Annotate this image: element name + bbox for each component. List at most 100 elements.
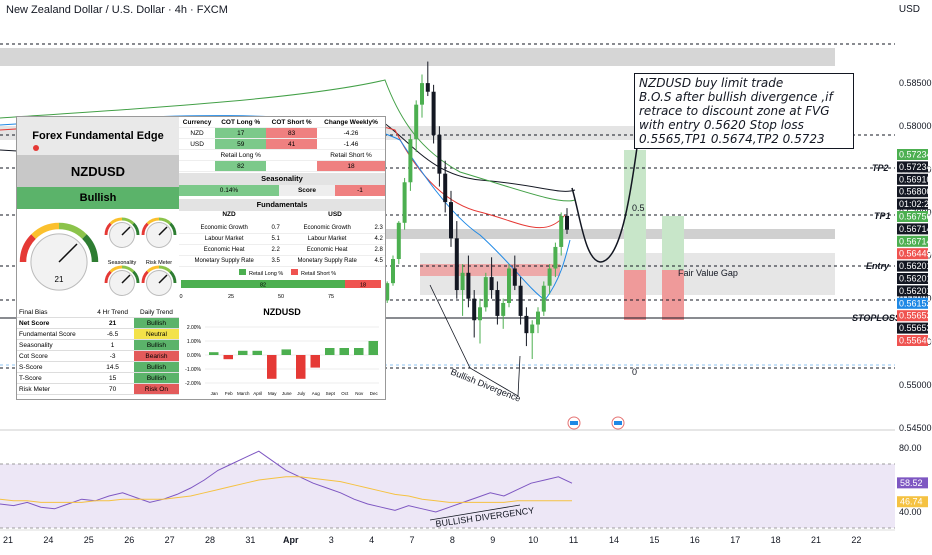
candle-body: [483, 277, 488, 308]
fund-header-nzd: NZD: [222, 211, 236, 218]
price-badge-text: 0.56756: [899, 212, 932, 222]
gauge-arc: [58, 222, 87, 239]
gauge-arc: [104, 222, 112, 236]
season-y-tick: -1.00%: [185, 367, 201, 373]
trade-annotation[interactable]: NZDUSD buy limit trade B.O.S after bullis…: [634, 73, 854, 149]
price-badge-text: 0.57234: [899, 150, 932, 160]
gauge-arc: [169, 222, 177, 236]
rsi-divergence-line: [429, 504, 521, 521]
season-x-tick: Aug: [312, 391, 321, 396]
gauge-arc: [19, 234, 36, 263]
price-badge-text: 0.55653: [899, 323, 932, 333]
gauge-arc: [109, 217, 123, 225]
score-row-cell: Risk Meter: [17, 383, 92, 395]
score-row: T-Score 15 Bullish: [17, 372, 179, 384]
price-badge: [897, 173, 928, 185]
fundamental-row: Economic Heat 2.2 Economic Heat 2.8: [179, 244, 385, 256]
score-row-cell: -3: [91, 350, 134, 362]
legend-short: Retail Short %: [301, 271, 336, 277]
score-row-cell: -6.5: [91, 328, 134, 340]
score-row-cell: Cot Score: [17, 350, 92, 362]
score-row-cell: Net Score: [17, 317, 92, 329]
rsi-y-tick: 40.00: [899, 507, 922, 517]
season-bar: [252, 350, 262, 355]
retail-header-row-cell: [179, 149, 216, 161]
tp-zone-2: [662, 216, 684, 270]
x-tick-label: 26: [124, 535, 134, 545]
cot-row-cell: -1.46: [317, 138, 385, 150]
score-row-cell: 21: [91, 317, 134, 329]
gauge-arc: [146, 265, 160, 273]
gauge-needle: [158, 226, 168, 236]
price-badge: [897, 198, 928, 210]
candle-body: [420, 83, 424, 105]
cot-header-row-cell: COT Long %: [215, 117, 267, 128]
score-row-cell: T-Score: [17, 372, 92, 384]
cot-row: USD 59 41 -1.46: [179, 138, 385, 150]
gauge-needle: [158, 274, 168, 284]
candle-body: [547, 268, 552, 286]
price-badge: [897, 297, 928, 309]
cot-header-row-cell: Change Weekly%: [317, 117, 385, 128]
cot-table: Currency COT Long % COT Short % Change Week…: [179, 117, 385, 172]
fundamental-row: Monetary Supply Rate 3.5 Monetary Supply R…: [179, 255, 385, 267]
price-badge: [897, 285, 928, 297]
retail-long-value: 82: [260, 283, 266, 289]
score-row-cell: 1: [91, 339, 134, 351]
price-badge-text: 0.56800: [899, 187, 932, 197]
candle-body: [507, 268, 511, 303]
price-badge: [897, 186, 928, 198]
score-row-cell: Neutral: [133, 328, 179, 340]
score-row-cell: Bullish: [133, 317, 179, 329]
price-badge: [897, 322, 928, 334]
price-badge-text: 0.56714: [899, 236, 932, 246]
candle-body: [478, 307, 482, 321]
gauge-needle: [121, 226, 131, 236]
symbol-header[interactable]: New Zealand Dollar / U.S. Dollar · 4h · …: [6, 4, 228, 16]
score-row-cell: Fundamental Score: [17, 328, 92, 340]
fundamental-row-cell: 2.2: [269, 244, 282, 256]
flag-stripe-icon: [570, 421, 578, 425]
retail-header-row-cell: [266, 149, 318, 161]
candle-body: [489, 277, 494, 291]
price-badge: [897, 149, 928, 160]
retail-header-row-cell: Retail Short %: [317, 149, 385, 161]
gauge-needle: [58, 243, 78, 263]
score-row-cell: Seasonality: [17, 339, 92, 351]
candle-body: [524, 315, 529, 334]
season-bar: [368, 341, 378, 355]
fundamental-row-cell: 4.5: [372, 255, 385, 267]
x-tick-label: 21: [3, 535, 13, 545]
fundamental-row: Labour Market 5.1 Labour Market 4.2: [179, 233, 385, 245]
fundamental-row-cell: Monetary Supply Rate: [179, 255, 270, 267]
price-badge: [897, 223, 928, 235]
candle-body: [565, 215, 569, 230]
season-x-tick: June: [282, 391, 292, 396]
fund-header-usd: USD: [328, 211, 342, 218]
annotation-line: NZDUSD buy limit trade: [639, 76, 784, 90]
price-badge-text: 0.55646: [899, 336, 932, 346]
gauge-value: 21: [55, 275, 64, 284]
x-tick-label: 9: [490, 535, 495, 545]
retail-header-row-cell: Retail Long %: [215, 149, 267, 161]
dashboard-right: Currency COT Long % COT Short % Change Week…: [179, 117, 385, 399]
candle-body: [425, 83, 430, 92]
seasonality-value: 0.14%: [179, 185, 279, 196]
candle-body: [437, 134, 442, 174]
season-x-tick: Sept: [326, 391, 336, 396]
price-badge-text: 0.56910: [899, 174, 932, 184]
candle-body: [501, 302, 506, 316]
tp2-label: TP2: [872, 163, 889, 173]
season-bar: [223, 355, 233, 360]
fundamental-row-cell: Labour Market: [179, 233, 270, 245]
score-row-cell: Bullish: [133, 372, 179, 384]
price-badge: [897, 335, 928, 346]
score-header-row-cell: 4 Hr Trend: [91, 307, 134, 318]
gauge-arc: [141, 270, 149, 284]
gauge-arc: [141, 222, 149, 236]
fundamentals-title: Fundamentals: [179, 199, 385, 211]
currency-label[interactable]: USD: [898, 4, 920, 15]
retail-x-tick: 0: [179, 294, 182, 300]
